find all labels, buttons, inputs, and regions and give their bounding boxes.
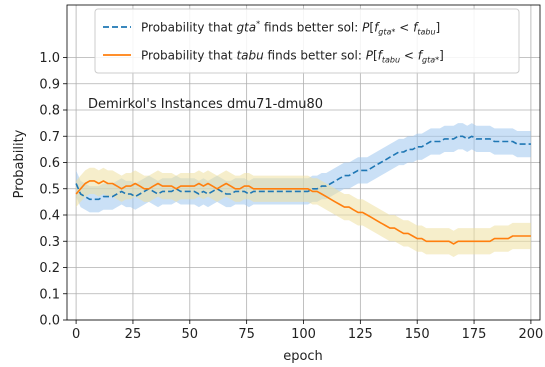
legend-box (94, 8, 520, 74)
x-tick-label: 75 (238, 327, 255, 342)
y-tick-label: 0.3 (39, 235, 60, 250)
x-tick-label: 25 (125, 327, 142, 342)
legend-label-1: Probability that gta* finds better sol: … (141, 20, 440, 37)
series-2-band (76, 167, 531, 257)
x-axis-label: epoch (283, 349, 323, 364)
x-axis-ticks: 0 25 50 75 100 125 150 175 200 (72, 320, 543, 342)
y-axis-label: Probability (12, 129, 27, 198)
legend-label-2: Probability that tabu finds better sol: … (141, 49, 444, 65)
series-lines (75, 135, 531, 245)
series-2-line (75, 180, 531, 245)
y-tick-label: 1.0 (39, 51, 60, 66)
y-tick-label: 0.8 (39, 104, 60, 119)
y-tick-label: 0.5 (39, 182, 60, 197)
y-tick-label: 0.6 (39, 156, 60, 171)
y-tick-label: 0.1 (39, 287, 60, 302)
series-1-line (75, 135, 531, 201)
y-tick-label: 0.9 (39, 77, 60, 92)
x-tick-label: 100 (291, 327, 316, 342)
y-tick-label: 0.0 (39, 314, 60, 329)
x-tick-label: 175 (462, 327, 487, 342)
y-tick-label: 0.4 (39, 209, 60, 224)
x-tick-label: 0 (72, 327, 80, 342)
y-axis-ticks: 0.0 0.1 0.2 0.3 0.4 0.5 0.6 0.7 0.8 0.9 1.0 (39, 51, 67, 329)
x-tick-label: 150 (405, 327, 430, 342)
y-tick-label: 0.7 (39, 130, 60, 145)
y-tick-label: 0.2 (39, 261, 60, 276)
confidence-bands (76, 123, 531, 257)
x-tick-label: 50 (182, 327, 199, 342)
legend: Probability that gta* finds better sol: … (94, 8, 520, 74)
x-tick-label: 125 (348, 327, 373, 342)
x-tick-label: 200 (518, 327, 543, 342)
chart-annotation: Demirkol's Instances dmu71-dmu80 (88, 97, 323, 112)
